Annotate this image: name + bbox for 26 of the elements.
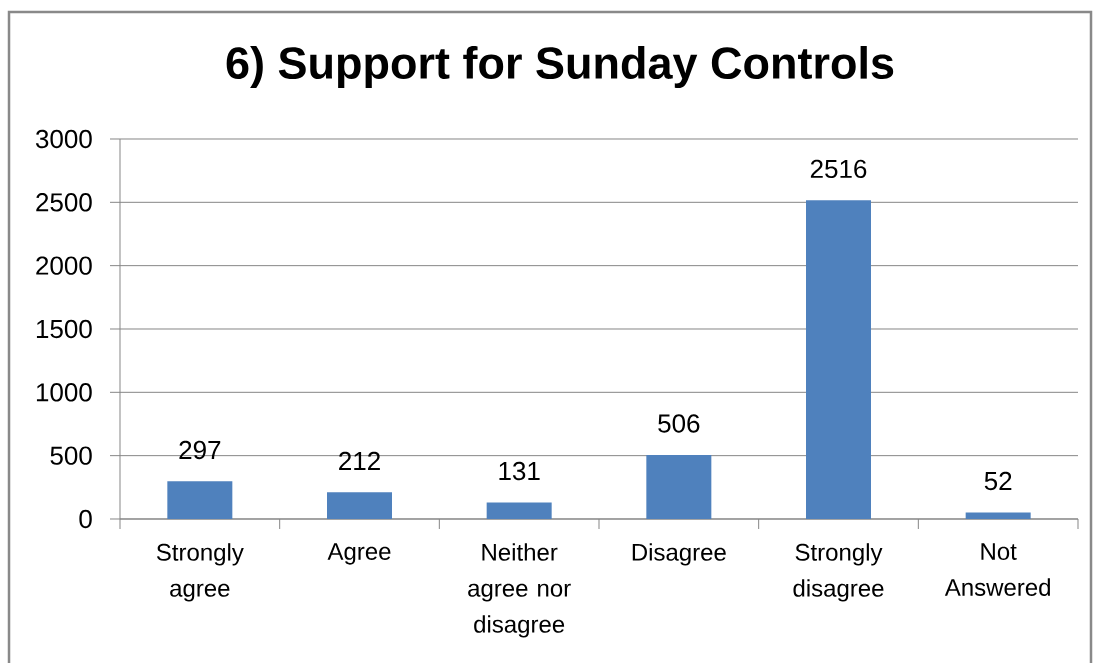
data-label: 506	[658, 414, 700, 433]
bar	[646, 454, 712, 519]
data-label: 212	[339, 451, 380, 470]
bar	[486, 502, 552, 519]
bar	[806, 200, 871, 519]
y-tick-label: 0	[79, 509, 92, 529]
x-tick-label: Strongly agree	[156, 543, 244, 602]
data-label: 2516	[810, 159, 867, 179]
x-tick-label: Not Answered	[944, 543, 1050, 596]
y-tick-label: 3000	[35, 129, 92, 149]
data-label: 131	[499, 461, 540, 481]
x-tick-label: Strongly disagree	[793, 543, 884, 602]
y-tick-label: 2500	[36, 193, 92, 212]
x-tick-label: Neither agree nor disagree	[468, 543, 571, 638]
chart-title: 6) Support for Sunday Controls	[226, 46, 894, 88]
data-label: 297	[179, 440, 221, 460]
y-tick-label: 500	[50, 446, 92, 465]
x-tick-label: Agree	[327, 543, 391, 565]
x-tick-label: Disagree	[632, 543, 726, 566]
bar	[167, 481, 233, 519]
y-tick-label: 1500	[36, 319, 92, 339]
y-tick-label: 2000	[36, 256, 92, 275]
bar	[965, 512, 1031, 519]
y-tick-label: 1000	[36, 383, 92, 402]
bar	[327, 492, 393, 519]
data-label: 52	[984, 471, 1012, 491]
